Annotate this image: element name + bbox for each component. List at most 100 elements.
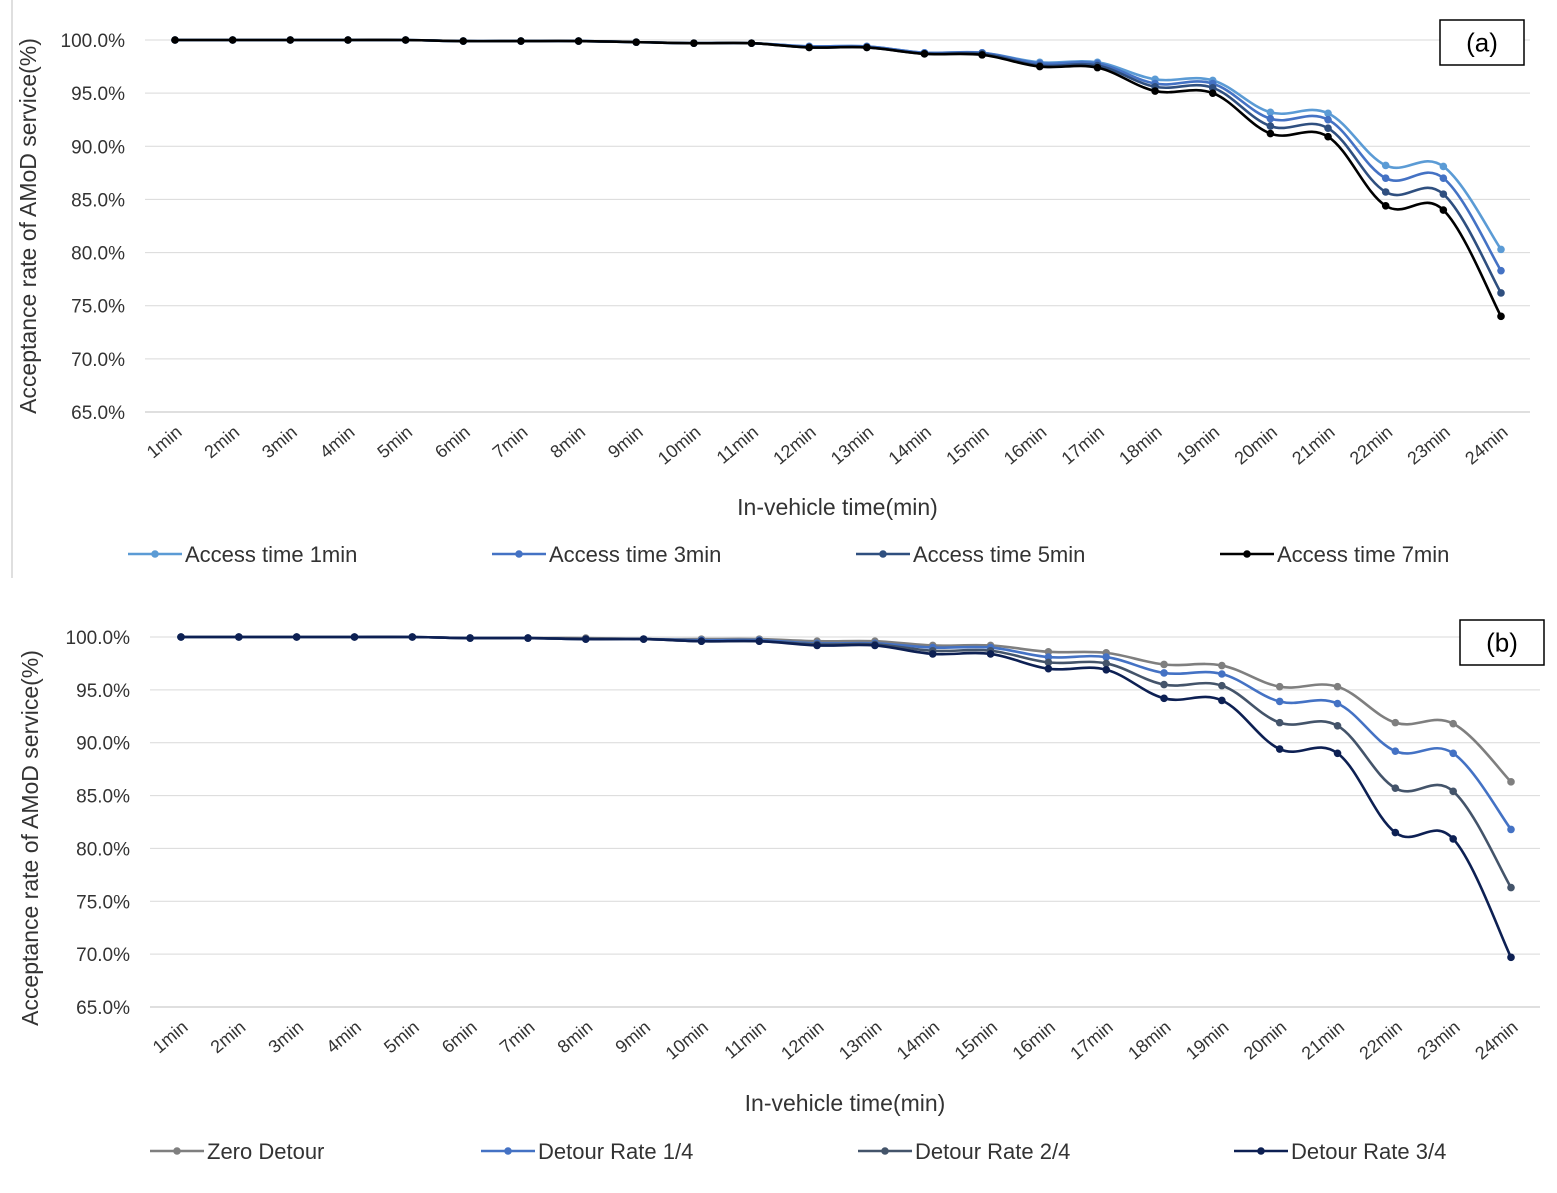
data-point xyxy=(1507,825,1515,834)
y-axis-title: Acceptance rate of AMoD service(%) xyxy=(17,650,43,1026)
series-line xyxy=(173,38,1503,251)
data-point xyxy=(928,650,937,658)
series-line xyxy=(173,38,1503,295)
x-tick-label: 3min xyxy=(264,1017,307,1057)
legend-label: Detour Rate 2/4 xyxy=(915,1139,1070,1164)
legend-swatch-marker xyxy=(1257,1147,1265,1155)
data-point xyxy=(1102,653,1111,661)
data-point xyxy=(1044,653,1053,661)
series-2 xyxy=(171,36,1505,275)
y-tick-label: 95.0% xyxy=(71,84,125,105)
legend-label: Access time 7min xyxy=(1277,542,1449,567)
y-tick-label: 100.0% xyxy=(66,628,131,649)
x-tick-label: 10min xyxy=(654,422,704,469)
data-point xyxy=(1035,62,1044,71)
data-point xyxy=(459,37,468,45)
x-tick-label: 24min xyxy=(1471,1017,1521,1064)
panel-label: (a) xyxy=(1466,28,1498,58)
data-point xyxy=(1507,953,1515,962)
data-point xyxy=(1391,747,1400,755)
data-point xyxy=(1044,658,1053,667)
data-point xyxy=(1439,162,1448,171)
x-tick-label: 8min xyxy=(554,1017,597,1057)
y-tick-label: 80.0% xyxy=(76,839,130,860)
panel-label-box xyxy=(1439,19,1525,66)
x-tick-label: 8min xyxy=(546,422,589,462)
data-point xyxy=(171,36,179,44)
legend-label: Detour Rate 3/4 xyxy=(1291,1139,1446,1164)
series-1 xyxy=(171,36,1505,254)
data-point xyxy=(1093,63,1102,72)
x-tick-label: 11min xyxy=(713,422,762,468)
legend-entry: Access time 3min xyxy=(492,542,721,567)
x-tick-label: 13min xyxy=(835,1017,885,1064)
data-point xyxy=(350,633,359,641)
chart-panel-b: 100.0% 95.0% 90.0% 85.0% 80.0% 75.0% 70.0% 65.0… xyxy=(17,619,1545,1164)
data-point xyxy=(1266,108,1275,117)
x-tick-label: 12min xyxy=(777,1017,827,1064)
series-line xyxy=(179,635,1513,831)
x-tick-label: 22min xyxy=(1356,1017,1406,1064)
data-point xyxy=(1275,697,1284,706)
y-tick-label: 85.0% xyxy=(76,787,130,808)
x-tick-label: 7min xyxy=(489,422,532,462)
x-tick-label: 18min xyxy=(1115,422,1165,469)
data-point xyxy=(286,36,295,44)
data-point xyxy=(228,36,237,44)
data-point xyxy=(1333,749,1342,758)
data-point xyxy=(1497,266,1505,275)
series-1 xyxy=(177,633,1515,786)
legend-entry: Zero Detour xyxy=(150,1139,324,1164)
x-tick-label: 16min xyxy=(1000,422,1050,469)
x-tick-label: 21min xyxy=(1298,1017,1348,1064)
data-point xyxy=(1391,828,1400,837)
series-4 xyxy=(177,633,1515,962)
data-point xyxy=(1160,694,1168,703)
legend-entry: Access time 1min xyxy=(128,542,357,567)
series-4 xyxy=(171,36,1505,321)
y-tick-label: 85.0% xyxy=(71,190,125,211)
data-point xyxy=(177,633,185,641)
data-point xyxy=(1391,718,1400,727)
x-axis-title: In-vehicle time(min) xyxy=(745,1090,946,1116)
legend-swatch-marker xyxy=(151,550,159,558)
data-point xyxy=(747,39,756,47)
data-point xyxy=(1275,745,1284,753)
panel-label-box xyxy=(1459,619,1545,666)
series-line xyxy=(173,38,1503,318)
legend-label: Access time 1min xyxy=(185,542,357,567)
x-tick-label: 23min xyxy=(1413,1017,1463,1064)
data-point xyxy=(574,37,583,45)
data-point xyxy=(1449,787,1457,796)
data-point xyxy=(1218,670,1226,678)
legend-swatch-marker xyxy=(1243,550,1251,558)
data-point xyxy=(1151,87,1159,95)
data-point xyxy=(1324,115,1332,124)
data-point xyxy=(1439,190,1448,198)
data-point xyxy=(1497,289,1505,297)
y-tick-label: 80.0% xyxy=(71,244,125,265)
series-line xyxy=(179,635,1513,889)
legend-swatch-marker xyxy=(504,1147,512,1155)
x-tick-label: 16min xyxy=(1009,1017,1059,1064)
x-tick-label: 14min xyxy=(885,422,935,469)
data-point xyxy=(1391,784,1400,792)
x-tick-label: 22min xyxy=(1346,422,1396,469)
x-tick-label: 14min xyxy=(893,1017,943,1064)
data-point xyxy=(1333,722,1342,730)
data-point xyxy=(581,635,590,643)
data-point xyxy=(1497,312,1505,321)
y-tick-label: 75.0% xyxy=(71,297,125,318)
x-tick-label: 6min xyxy=(431,422,474,462)
data-point xyxy=(235,633,243,641)
data-point xyxy=(1208,89,1217,97)
series-2 xyxy=(177,633,1515,834)
x-tick-label: 19min xyxy=(1173,422,1223,469)
data-point xyxy=(1160,680,1168,689)
data-point xyxy=(1381,202,1390,210)
data-point xyxy=(1324,132,1332,141)
panel-label: (b) xyxy=(1486,628,1518,658)
data-point xyxy=(1218,681,1226,690)
data-point xyxy=(292,633,301,641)
